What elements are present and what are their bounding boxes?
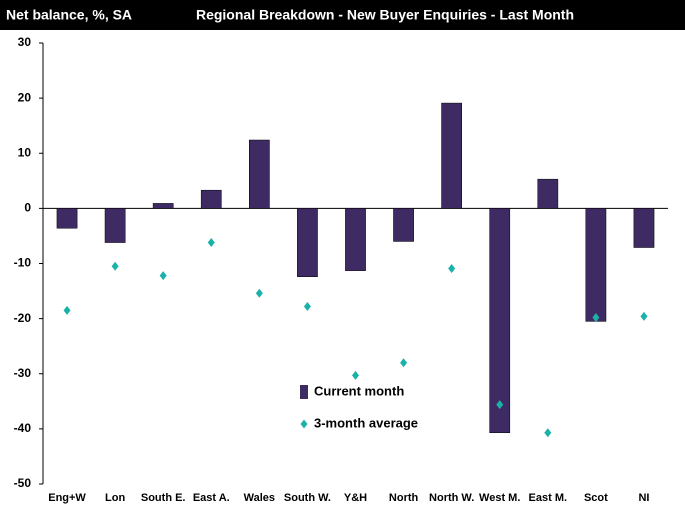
- bar: [345, 208, 366, 271]
- diamond-marker: [544, 428, 552, 438]
- y-axis-label: Net balance, %, SA: [6, 7, 132, 23]
- diamond-marker: [352, 370, 359, 380]
- y-tick-label: -40: [14, 421, 32, 435]
- chart-title: Regional Breakdown - New Buyer Enquiries…: [196, 7, 574, 23]
- diamond-marker: [496, 400, 504, 410]
- bar: [104, 208, 126, 243]
- y-tick-label: 0: [24, 201, 31, 215]
- diamond-marker: [640, 311, 648, 321]
- x-tick-label: North W.: [429, 492, 474, 504]
- bar: [393, 208, 414, 242]
- diamond-marker: [159, 271, 167, 281]
- y-tick-label: -50: [14, 476, 32, 490]
- legend-swatch: [300, 385, 308, 399]
- x-tick-label: South E.: [141, 492, 186, 504]
- diamond-marker: [303, 301, 311, 311]
- legend-label: 3-month average: [314, 415, 418, 430]
- bar: [489, 208, 511, 433]
- diamond-marker: [592, 313, 600, 323]
- bar: [152, 203, 174, 209]
- y-tick-label: 10: [18, 145, 32, 159]
- bar: [633, 208, 655, 248]
- x-tick-label: West M.: [479, 492, 520, 504]
- y-tick-label: -30: [14, 366, 32, 380]
- x-tick-label: East A.: [193, 492, 230, 504]
- bar: [297, 208, 318, 277]
- diamond-marker: [111, 261, 119, 271]
- bar: [585, 208, 607, 322]
- x-tick-label: Y&H: [344, 492, 367, 504]
- y-tick-label: -10: [14, 256, 32, 270]
- diamond-marker: [255, 288, 263, 298]
- x-tick-label: South W.: [284, 492, 331, 504]
- bar: [56, 208, 78, 229]
- diamond-marker: [448, 263, 456, 273]
- x-tick-label: NI: [638, 492, 649, 504]
- x-tick-label: East M.: [529, 492, 568, 504]
- y-tick-label: -20: [14, 311, 32, 325]
- x-tick-label: Eng+W: [48, 492, 86, 504]
- x-tick-label: Lon: [105, 492, 125, 504]
- bar: [249, 139, 270, 209]
- legend-swatch: [300, 419, 308, 429]
- bar: [537, 178, 559, 209]
- diamond-marker: [63, 305, 71, 315]
- header-bar: [0, 0, 685, 30]
- diamond-marker: [207, 238, 215, 248]
- y-tick-label: 20: [18, 90, 32, 104]
- x-tick-label: North: [389, 492, 419, 504]
- bar: [200, 189, 222, 209]
- bar: [441, 102, 462, 209]
- y-tick-label: 30: [18, 35, 32, 49]
- diamond-marker: [400, 358, 408, 368]
- legend-label: Current month: [314, 383, 404, 398]
- x-tick-label: Wales: [244, 492, 275, 504]
- x-tick-label: Scot: [584, 492, 608, 504]
